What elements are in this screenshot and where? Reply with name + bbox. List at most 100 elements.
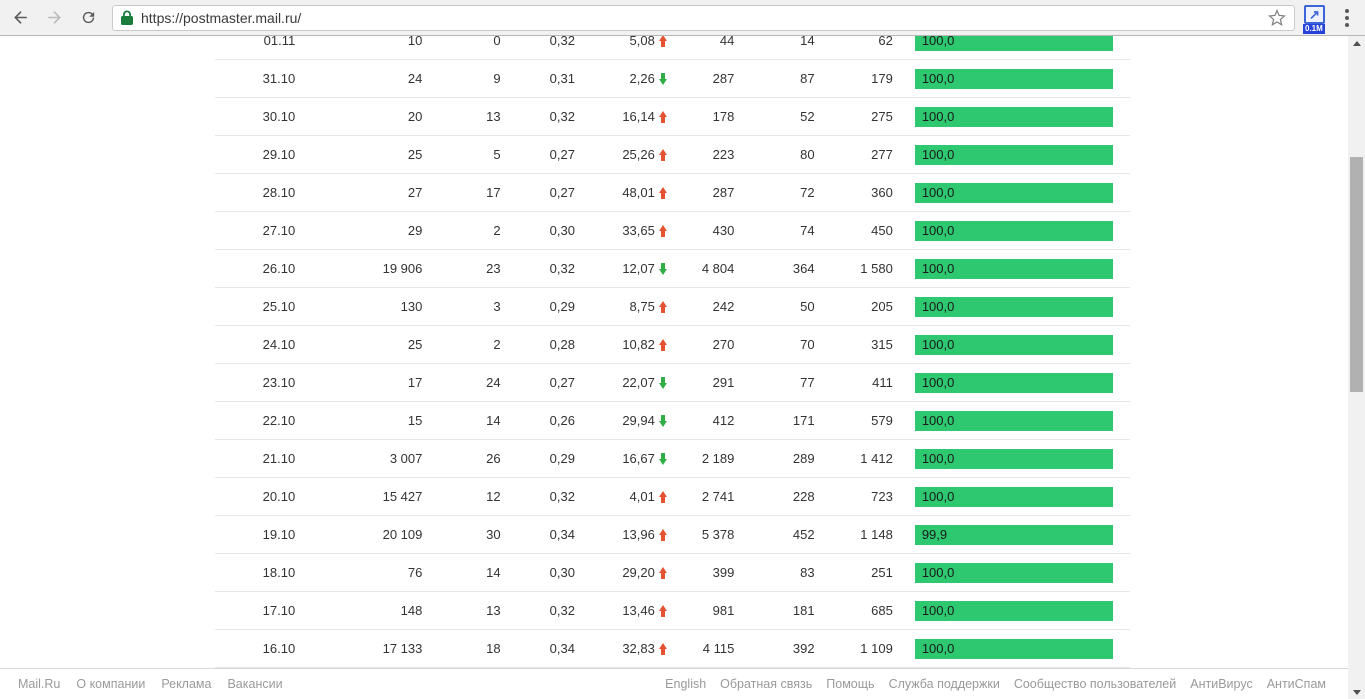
footer-link[interactable]: Реклама [161,677,212,691]
table-row[interactable]: 18.10 76 14 0,30 29,20 399 83 251 100,0 [215,554,1130,592]
value-cell: 17 [486,185,501,200]
percent-value: 12,07 [622,261,655,276]
table-row[interactable]: 30.10 20 13 0,32 16,14 178 52 275 100,0 [215,98,1130,136]
table-row[interactable]: 16.10 17 133 18 0,34 32,83 4 115 392 1 1… [215,630,1130,668]
footer-link[interactable]: О компании [76,677,146,691]
percent-value: 2,26 [629,71,655,86]
scrollbar-up-button[interactable] [1348,36,1365,50]
value-cell: 0,27 [549,185,575,200]
url-text[interactable]: https://postmaster.mail.ru/ [141,9,302,26]
value-cell: 270 [712,337,735,352]
footer-link[interactable]: Сообщество пользователей [1013,677,1177,691]
percent-trend-cell: 13,96 [575,527,668,542]
scrollbar-thumb[interactable] [1350,157,1363,392]
progress-bar: 100,0 [914,638,1113,659]
value-cell: 14 [486,565,501,580]
progress-bar-label: 100,0 [921,36,955,48]
value-cell: 10 [407,36,423,48]
trend-up-icon [658,490,668,503]
table-row[interactable]: 21.10 3 007 26 0,29 16,67 2 189 289 1 41… [215,440,1130,478]
value-cell: 0,29 [549,451,575,466]
address-bar[interactable]: https://postmaster.mail.ru/ [112,4,1295,31]
footer-link[interactable]: Обратная связь [720,677,813,691]
value-cell: 72 [800,185,815,200]
table-row[interactable]: 24.10 25 2 0,28 10,82 270 70 315 100,0 [215,326,1130,364]
value-cell: 15 [407,413,423,428]
date-cell: 27.10 [262,223,296,238]
delivered-bar-cell: 100,0 [914,600,1130,621]
value-cell: 242 [712,299,735,314]
value-cell: 289 [792,451,815,466]
value-cell: 981 [712,603,735,618]
delivered-bar-cell: 100,0 [914,106,1130,127]
table-row[interactable]: 26.10 19 906 23 0,32 12,07 4 804 364 1 5… [215,250,1130,288]
value-cell: 50 [800,299,815,314]
value-cell: 25 [407,147,423,162]
table-row[interactable]: 28.10 27 17 0,27 48,01 287 72 360 100,0 [215,174,1130,212]
date-cell: 25.10 [262,299,296,314]
table-row[interactable]: 01.11 10 0 0,32 5,08 44 14 62 100,0 [215,36,1130,60]
value-cell: 19 906 [382,261,423,276]
forward-button[interactable] [40,4,68,32]
extension-button[interactable]: ↗ 0.1M [1303,2,1327,35]
footer-link[interactable]: Служба поддержки [888,677,1000,691]
table-row[interactable]: 22.10 15 14 0,26 29,94 412 171 579 100,0 [215,402,1130,440]
date-cell: 24.10 [262,337,296,352]
value-cell: 5 [493,147,501,162]
percent-trend-cell: 48,01 [575,185,668,200]
statistics-table: 01.11 10 0 0,32 5,08 44 14 62 100,0 31.1… [215,36,1130,668]
footer-link[interactable]: Помощь [826,677,875,691]
value-cell: 24 [407,71,423,86]
percent-trend-cell: 32,83 [575,641,668,656]
reload-button[interactable] [74,4,102,32]
progress-bar-label: 100,0 [921,146,955,162]
table-row[interactable]: 25.10 130 3 0,29 8,75 242 50 205 100,0 [215,288,1130,326]
back-button[interactable] [6,4,34,32]
progress-bar-label: 100,0 [921,374,955,390]
percent-value: 16,67 [622,451,655,466]
table-row[interactable]: 23.10 17 24 0,27 22,07 291 77 411 100,0 [215,364,1130,402]
bookmark-star-icon[interactable] [1268,8,1286,27]
date-cell: 29.10 [262,147,296,162]
value-cell: 315 [871,337,893,352]
value-cell: 452 [792,527,815,542]
scrollbar-down-button[interactable] [1348,685,1365,699]
value-cell: 4 804 [701,261,735,276]
footer-links-left: Mail.Ru О компании Реклама Вакансии [18,677,299,691]
value-cell: 0,34 [549,641,575,656]
table-row[interactable]: 19.10 20 109 30 0,34 13,96 5 378 452 1 1… [215,516,1130,554]
footer-link[interactable]: Вакансии [227,677,283,691]
value-cell: 17 [407,375,423,390]
table-row[interactable]: 31.10 24 9 0,31 2,26 287 87 179 100,0 [215,60,1130,98]
date-cell: 16.10 [262,641,296,656]
footer-link[interactable]: АнтиСпам [1266,677,1326,691]
progress-bar-label: 100,0 [921,184,955,200]
percent-trend-cell: 2,26 [575,71,668,86]
value-cell: 12 [486,489,501,504]
table-row[interactable]: 20.10 15 427 12 0,32 4,01 2 741 228 723 … [215,478,1130,516]
value-cell: 3 [493,299,501,314]
browser-menu-button[interactable] [1337,4,1357,32]
footer-link[interactable]: English [665,677,707,691]
date-cell: 22.10 [262,413,296,428]
trend-up-icon [658,224,668,237]
value-cell: 0,27 [549,375,575,390]
value-cell: 291 [712,375,735,390]
table-row[interactable]: 27.10 29 2 0,30 33,65 430 74 450 100,0 [215,212,1130,250]
value-cell: 2 [493,223,501,238]
percent-trend-cell: 13,46 [575,603,668,618]
scrollbar[interactable] [1348,36,1365,699]
table-row[interactable]: 17.10 148 13 0,32 13,46 981 181 685 100,… [215,592,1130,630]
progress-bar-label: 100,0 [921,298,955,314]
delivered-bar-cell: 100,0 [914,182,1130,203]
progress-bar-label: 100,0 [921,488,955,504]
trend-up-icon [658,300,668,313]
value-cell: 0,27 [549,147,575,162]
percent-trend-cell: 5,08 [575,36,668,48]
footer-link[interactable]: АнтиВирус [1190,677,1253,691]
footer-link[interactable]: Mail.Ru [18,677,61,691]
table-row[interactable]: 29.10 25 5 0,27 25,26 223 80 277 100,0 [215,136,1130,174]
value-cell: 14 [800,36,815,48]
date-cell: 01.11 [263,36,296,48]
progress-bar-label: 100,0 [921,640,955,656]
